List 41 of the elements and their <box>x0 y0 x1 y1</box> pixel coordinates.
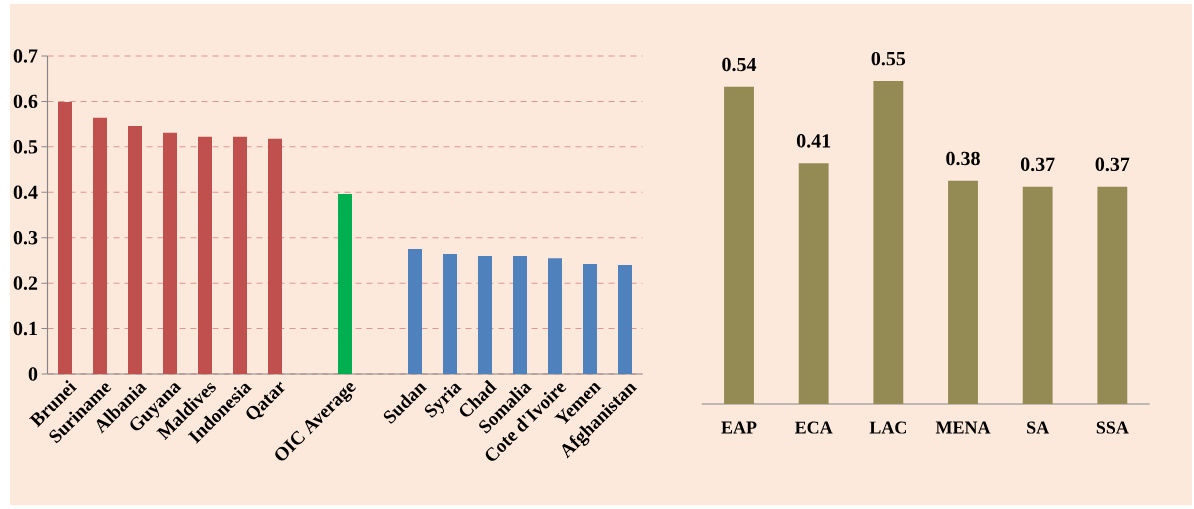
bar <box>548 258 563 374</box>
bar <box>1022 186 1053 404</box>
y-tick-label: 0.3 <box>13 230 38 245</box>
bar <box>478 255 493 374</box>
x-tick-label: EAP <box>721 421 757 434</box>
data-label: 0.41 <box>796 134 831 148</box>
bar <box>1097 186 1128 404</box>
bar <box>408 249 423 374</box>
y-tick-label: 0.7 <box>13 49 38 63</box>
x-tick-label: ECA <box>794 421 833 434</box>
bar <box>338 194 352 374</box>
y-tick-label: 0 <box>28 367 38 381</box>
bar <box>618 264 633 374</box>
bar <box>873 80 904 404</box>
data-label: 0.55 <box>871 51 906 66</box>
x-tick-label: LAC <box>869 421 906 434</box>
x-tick-label: SA <box>1027 421 1050 434</box>
y-tick-label: 0.2 <box>13 276 38 290</box>
y-tick-label: 0.4 <box>13 185 38 200</box>
bar <box>443 254 457 374</box>
bar <box>948 180 978 404</box>
bar <box>798 163 829 404</box>
data-label: 0.37 <box>1020 157 1055 172</box>
y-tick-label: 0.6 <box>13 94 38 109</box>
y-tick-label: 0.1 <box>13 321 37 336</box>
y-tick-label: 0.5 <box>13 140 38 154</box>
data-label: 0.37 <box>1095 157 1130 172</box>
bar <box>233 136 248 374</box>
data-label: 0.38 <box>946 151 980 166</box>
bar <box>128 125 142 374</box>
data-label: 0.54 <box>722 57 757 72</box>
bar <box>724 86 754 404</box>
bar <box>513 255 528 374</box>
bar <box>58 101 72 374</box>
bar <box>268 138 282 374</box>
bar <box>198 136 212 374</box>
bar <box>583 264 598 374</box>
x-tick-label: SSA <box>1096 421 1129 434</box>
x-tick-label: MENA <box>935 421 991 434</box>
bar <box>93 117 107 374</box>
bar <box>163 132 177 374</box>
